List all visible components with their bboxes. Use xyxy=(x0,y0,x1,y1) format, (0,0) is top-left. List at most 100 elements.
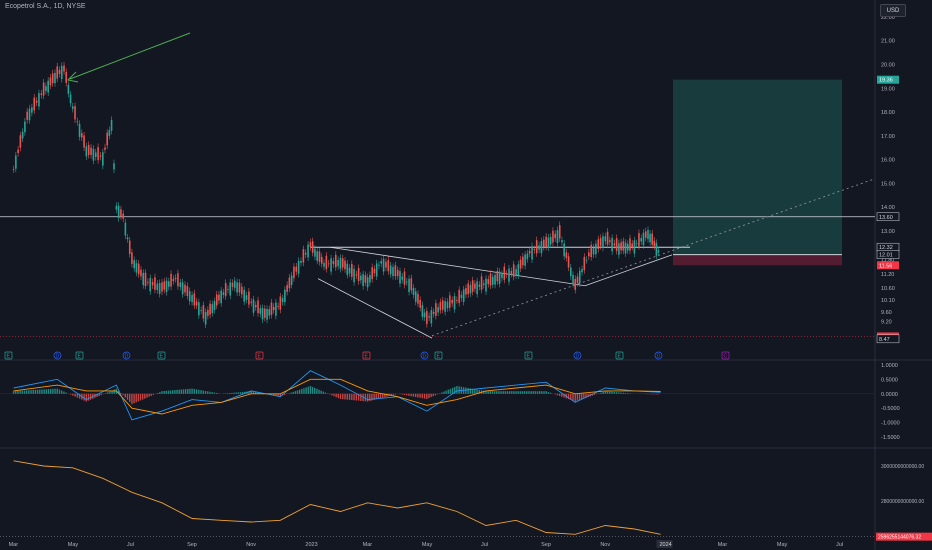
time-axis-label: Jul xyxy=(836,542,843,548)
candle-body xyxy=(602,236,604,248)
price-tick-label: 19.00 xyxy=(881,86,895,92)
candle-body xyxy=(195,301,198,306)
macd-histogram-bar xyxy=(209,391,211,394)
macd-histogram-bar xyxy=(348,393,351,400)
candle-body xyxy=(588,252,590,257)
macd-histogram-bar xyxy=(272,393,275,396)
event-marker xyxy=(122,351,131,360)
macd-histogram-bar xyxy=(229,393,231,394)
macd-histogram-bar xyxy=(233,392,235,394)
candle-body xyxy=(252,299,255,313)
macd-histogram-bar xyxy=(377,393,380,399)
macd-histogram-bar xyxy=(513,391,515,394)
macd-histogram-bar xyxy=(167,390,170,394)
candle-body xyxy=(222,292,225,295)
volume-index-line xyxy=(13,460,661,535)
macd-histogram-bar xyxy=(526,391,528,394)
candle-body xyxy=(364,275,367,283)
candle-body xyxy=(423,312,426,318)
macd-histogram-bar xyxy=(491,391,494,394)
macd-histogram-bar xyxy=(202,390,204,394)
candle-body xyxy=(642,232,645,246)
candle-body xyxy=(480,276,483,290)
macd-histogram-bar xyxy=(600,392,602,394)
candle-body xyxy=(243,289,245,302)
candle-body xyxy=(332,261,335,265)
candle-body xyxy=(272,306,275,311)
candle-body xyxy=(113,163,115,170)
macd-histogram-bar xyxy=(547,391,550,394)
candle-body xyxy=(334,254,337,268)
candle-body xyxy=(21,131,24,139)
candle-body xyxy=(604,236,607,242)
macd-histogram-bar xyxy=(294,391,297,394)
macd-histogram-bar xyxy=(549,392,552,394)
macd-histogram-bar xyxy=(19,390,21,394)
candle-body xyxy=(147,281,149,283)
candle-body xyxy=(615,238,618,251)
candle-body xyxy=(264,308,266,318)
price-label: 12.01 xyxy=(879,253,893,259)
macd-histogram-bar xyxy=(517,391,519,394)
macd-histogram-bar xyxy=(150,393,152,396)
macd-histogram-bar xyxy=(187,388,189,394)
candle-body xyxy=(583,256,586,271)
macd-histogram-bar xyxy=(381,393,384,398)
macd-histogram-bar xyxy=(558,393,561,396)
candle-body xyxy=(524,254,526,266)
macd-histogram-bar xyxy=(298,389,301,394)
event-marker-label: C xyxy=(724,354,728,360)
candle-body xyxy=(592,247,595,255)
currency-selector[interactable]: USD xyxy=(880,4,906,17)
candle-body xyxy=(426,310,428,324)
macd-histogram-bar xyxy=(423,393,426,399)
candle-body xyxy=(92,148,95,161)
macd-histogram-bar xyxy=(215,392,218,394)
macd-histogram-bar xyxy=(148,393,150,397)
event-marker-label: D xyxy=(657,354,661,360)
macd-histogram-bar xyxy=(355,393,358,401)
time-axis-label: Nov xyxy=(600,542,610,548)
candle-body xyxy=(284,289,286,303)
macd-histogram-bar xyxy=(624,392,627,394)
candle-body xyxy=(151,282,154,286)
macd-histogram-bar xyxy=(375,393,377,400)
macd-histogram-bar xyxy=(157,393,159,394)
price-tick-label: 9.20 xyxy=(881,319,892,325)
macd-histogram-bar xyxy=(620,392,622,394)
event-marker-label: D xyxy=(125,354,129,360)
candle-body xyxy=(172,278,175,282)
macd-histogram-bar xyxy=(248,391,250,394)
candle-body xyxy=(366,277,369,288)
candle-body xyxy=(563,243,565,257)
candle-body xyxy=(229,282,232,296)
candle-body xyxy=(355,274,358,276)
candle-body xyxy=(482,283,485,285)
candle-body xyxy=(437,307,439,313)
event-marker-label: D xyxy=(423,354,427,360)
candle-body xyxy=(565,252,568,258)
macd-histogram-bar xyxy=(580,393,583,400)
macd-histogram-bar xyxy=(360,393,362,401)
volume-current-label: 2596255144076.32 xyxy=(878,535,921,541)
candle-body xyxy=(622,241,625,251)
macd-histogram-bar xyxy=(521,391,524,394)
stop-zone xyxy=(673,254,842,266)
candle-body xyxy=(414,291,417,302)
macd-histogram-bar xyxy=(120,393,122,394)
macd-histogram-bar xyxy=(534,391,537,394)
candle-body xyxy=(286,285,288,292)
macd-histogram-bar xyxy=(611,391,613,394)
macd-histogram-bar xyxy=(320,390,322,394)
candle-body xyxy=(83,135,85,148)
macd-histogram-bar xyxy=(255,391,257,394)
volume-label-box xyxy=(876,532,932,541)
macd-histogram-bar xyxy=(178,389,180,394)
price-label: 19.36 xyxy=(879,78,893,84)
candle-body xyxy=(412,287,415,295)
candle-body xyxy=(149,278,152,292)
candle-body xyxy=(389,265,392,275)
candle-body xyxy=(54,72,56,84)
macd-histogram-bar xyxy=(117,390,120,394)
